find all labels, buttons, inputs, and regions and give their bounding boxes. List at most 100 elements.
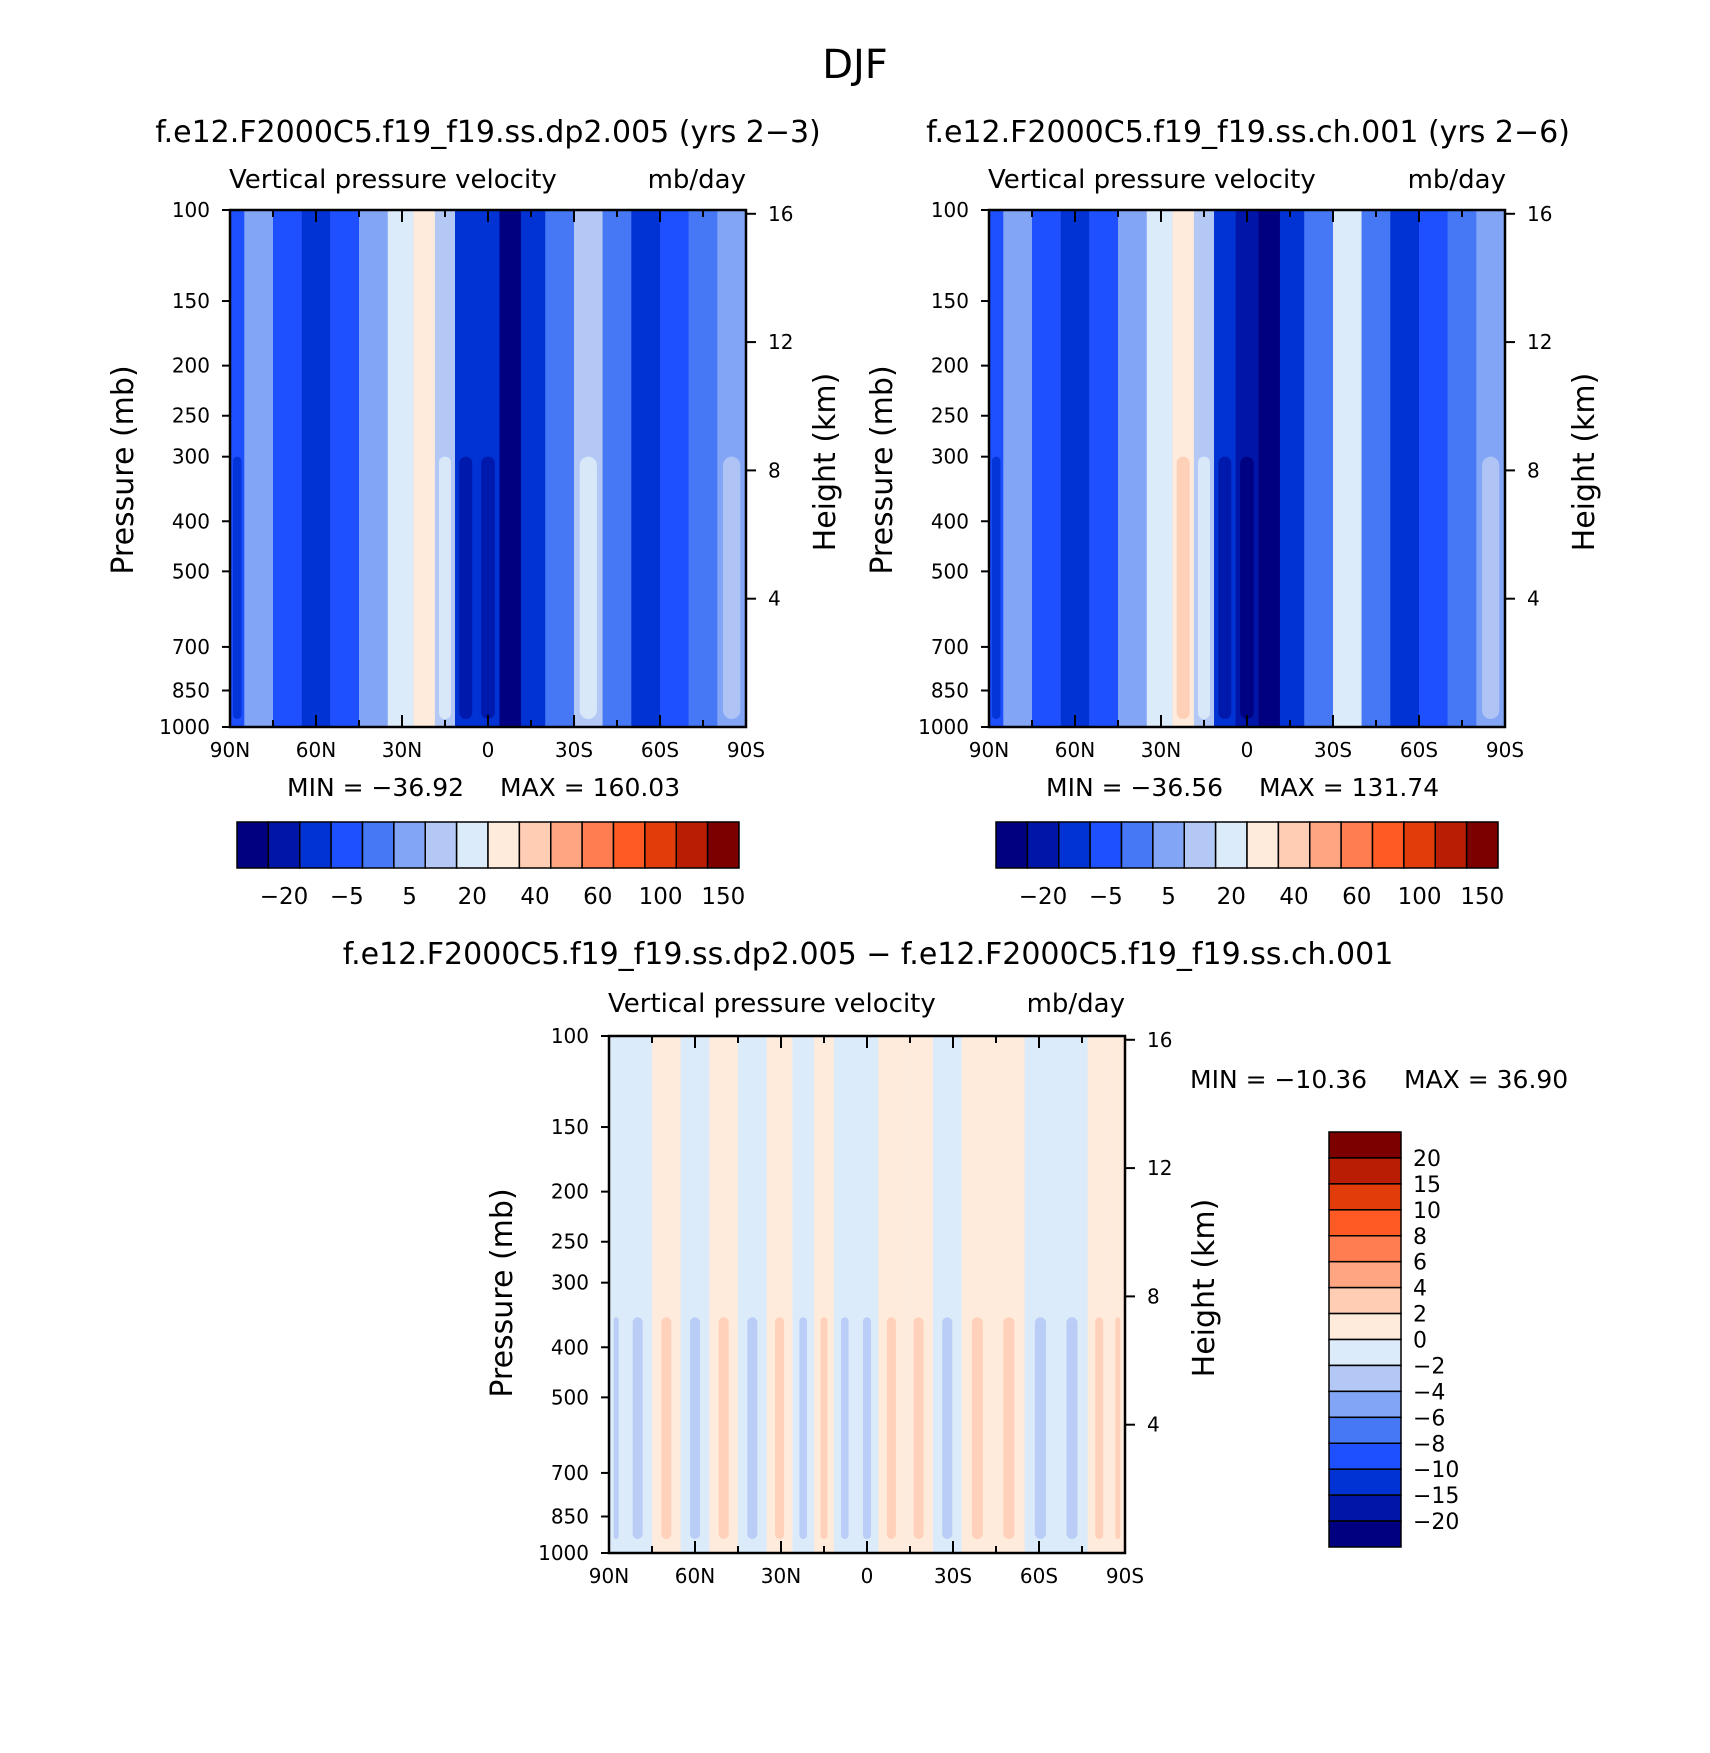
data-column-core bbox=[1453, 456, 1471, 719]
x-tick-label: 30S bbox=[934, 1564, 972, 1588]
data-column-core bbox=[723, 456, 741, 719]
data-column-core bbox=[1197, 456, 1211, 719]
colorbar-swatch bbox=[995, 821, 1029, 869]
colorbar-label: 0 bbox=[1413, 1329, 1427, 1354]
y-tick-label: 300 bbox=[172, 445, 210, 469]
y-tick-label: 100 bbox=[172, 198, 210, 222]
x-tick-label: 30S bbox=[1314, 738, 1352, 762]
data-column bbox=[792, 1036, 814, 1553]
colorbar-swatch bbox=[1328, 1468, 1402, 1496]
panel-2-colorbar: −20 −5 5 20 40 60 100 150 bbox=[995, 821, 1504, 910]
colorbar-swatch bbox=[1403, 821, 1436, 869]
x-tick-label: 90S bbox=[1106, 1564, 1144, 1588]
panel-3-min-label: MIN = −10.36 bbox=[1190, 1065, 1367, 1094]
colorbar-label: −5 bbox=[1089, 884, 1123, 910]
colorbar-swatch bbox=[581, 821, 615, 869]
colorbar-swatch bbox=[675, 821, 709, 869]
panel-1-y2label: Height (km) bbox=[808, 373, 843, 552]
data-column-core bbox=[1240, 456, 1254, 719]
x-tick-label: 90S bbox=[1486, 738, 1524, 762]
y-tick-label: 250 bbox=[172, 404, 210, 428]
panel-1-ylabel: Pressure (mb) bbox=[106, 365, 141, 574]
data-column-core bbox=[637, 456, 655, 719]
data-column-core bbox=[1151, 456, 1168, 719]
colorbar-swatch bbox=[299, 821, 332, 869]
data-column-core bbox=[1095, 456, 1113, 719]
data-column-core bbox=[1396, 456, 1414, 719]
panel-2-plot-area: 90N 60N 30N 0 30S 60S 90S 100 150 200 250 300 400 500… bbox=[918, 198, 1552, 762]
panel-2-min-label: MIN = −36.56 bbox=[1046, 773, 1223, 802]
data-column-core bbox=[438, 456, 452, 719]
data-column-core bbox=[459, 456, 473, 719]
colorbar-label: 40 bbox=[1279, 884, 1308, 910]
panel-2: f.e12.F2000C5.f19_f19.ss.ch.001 (yrs 2−6… bbox=[865, 115, 1602, 910]
y-tick-label: 500 bbox=[172, 559, 210, 583]
panel-3: f.e12.F2000C5.f19_f19.ss.dp2.005 − f.e12… bbox=[343, 937, 1569, 1588]
colorbar-swatch bbox=[1328, 1235, 1402, 1263]
x-tick-label: 90S bbox=[727, 738, 765, 762]
data-column-core bbox=[1095, 1317, 1104, 1539]
data-column-core bbox=[1262, 456, 1276, 719]
y-tick-label: 400 bbox=[551, 1335, 589, 1359]
colorbar-swatch bbox=[1328, 1338, 1402, 1367]
colorbar-label: −20 bbox=[260, 884, 309, 910]
panel-1-plot-area: 90N 60N 30N 0 30S 60S 90S 100 150 200 250 300 400 500… bbox=[159, 198, 793, 762]
colorbar-swatch bbox=[1371, 821, 1405, 869]
colorbar-swatch bbox=[1340, 821, 1374, 869]
data-column-core bbox=[1123, 456, 1141, 719]
data-column-core bbox=[417, 456, 431, 719]
y-tick-label: 1000 bbox=[918, 715, 969, 739]
colorbar-label: −2 bbox=[1413, 1354, 1445, 1379]
colorbar-label: 10 bbox=[1413, 1199, 1441, 1224]
colorbar-swatch bbox=[487, 821, 521, 869]
y-tick-label: 200 bbox=[172, 354, 210, 378]
x-tick-label: 90N bbox=[210, 738, 250, 762]
x-tick-label: 60N bbox=[675, 1564, 715, 1588]
data-column-core bbox=[525, 456, 541, 719]
y2-tick-label: 4 bbox=[768, 587, 781, 611]
data-column-core bbox=[336, 456, 354, 719]
panel-3-ylabel: Pressure (mb) bbox=[485, 1188, 520, 1397]
y-tick-label: 250 bbox=[931, 404, 969, 428]
y2-tick-label: 4 bbox=[1527, 587, 1540, 611]
colorbar-swatch bbox=[1214, 821, 1248, 869]
x-tick-label: 60S bbox=[641, 738, 679, 762]
colorbar-swatch bbox=[330, 821, 364, 869]
y-tick-label: 700 bbox=[551, 1461, 589, 1485]
y2-tick-label: 16 bbox=[1527, 202, 1552, 226]
x-tick-label: 60N bbox=[1055, 738, 1095, 762]
data-column-core bbox=[1424, 456, 1442, 719]
colorbar-label: 150 bbox=[701, 884, 745, 910]
panel-3-plot-area: 90N 60N 30N 0 30S 60S 90S 100 150 200 250 300 400 500… bbox=[538, 1024, 1172, 1588]
y2-tick-label: 8 bbox=[768, 458, 781, 482]
x-tick-label: 60S bbox=[1400, 738, 1438, 762]
colorbar-swatch bbox=[424, 821, 458, 869]
data-column-core bbox=[392, 456, 409, 719]
data-column-core bbox=[841, 1317, 849, 1539]
colorbar-label: 100 bbox=[1398, 884, 1442, 910]
data-column-core bbox=[1009, 456, 1027, 719]
colorbar-label: 20 bbox=[1217, 884, 1246, 910]
panel-1-subtitle-right: mb/day bbox=[648, 165, 746, 195]
colorbar-swatch bbox=[267, 821, 301, 869]
colorbar-swatch bbox=[1328, 1183, 1402, 1211]
data-column-core bbox=[775, 1317, 785, 1539]
colorbar-swatch bbox=[1277, 821, 1311, 869]
y-tick-label: 100 bbox=[551, 1024, 589, 1048]
colorbar-label: 60 bbox=[583, 884, 612, 910]
x-tick-label: 30S bbox=[555, 738, 593, 762]
data-column-core bbox=[1003, 1317, 1015, 1539]
y-tick-label: 200 bbox=[551, 1180, 589, 1204]
data-column-core bbox=[307, 456, 325, 719]
panel-2-subtitle-right: mb/day bbox=[1408, 165, 1506, 195]
x-tick-label: 90N bbox=[589, 1564, 629, 1588]
data-column-core bbox=[913, 1317, 924, 1539]
data-column-core bbox=[1284, 456, 1300, 719]
colorbar-label: 15 bbox=[1413, 1173, 1441, 1198]
panel-3-max-label: MAX = 36.90 bbox=[1404, 1065, 1568, 1094]
y2-tick-label: 16 bbox=[1147, 1028, 1172, 1052]
x-tick-label: 90N bbox=[969, 738, 1009, 762]
y-tick-label: 100 bbox=[931, 198, 969, 222]
